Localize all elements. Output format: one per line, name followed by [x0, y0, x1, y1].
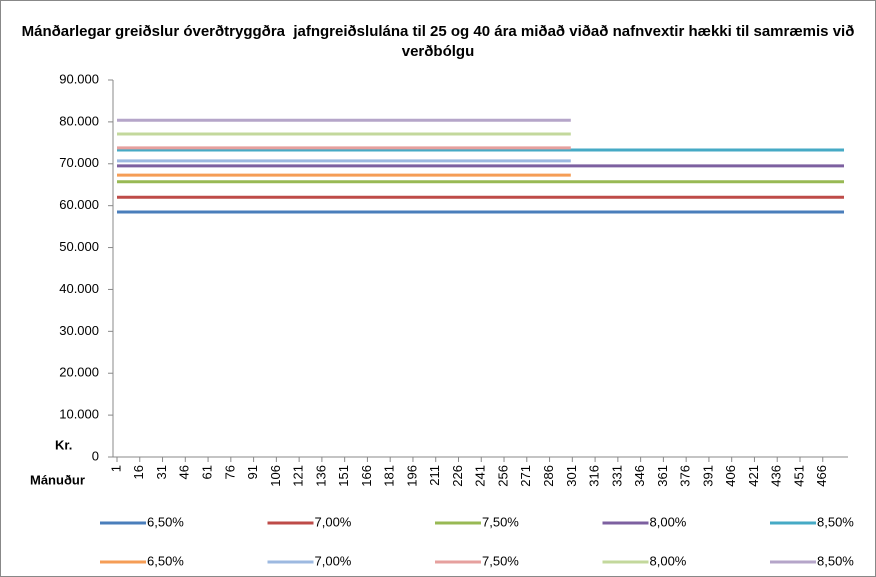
- y-tick-label: 80.000: [59, 113, 99, 128]
- x-tick-label: 436: [769, 465, 784, 487]
- x-tick-label: 286: [541, 465, 556, 487]
- y-tick-label: 20.000: [59, 365, 99, 380]
- legend-label: 8,00%: [650, 553, 687, 568]
- y-axis-label: Kr.: [55, 437, 72, 452]
- x-tick-label: 211: [427, 465, 442, 486]
- x-tick-label: 346: [632, 465, 647, 487]
- x-tick-label: 1: [108, 465, 123, 472]
- x-tick-label: 301: [564, 465, 579, 487]
- x-tick-label: 46: [177, 465, 192, 479]
- x-tick-label: 451: [791, 465, 806, 487]
- y-tick-label: 0: [92, 448, 99, 463]
- y-tick-label: 90.000: [59, 71, 99, 86]
- legend-label: 7,00%: [315, 553, 352, 568]
- x-tick-label: 331: [609, 465, 624, 487]
- x-tick-label: 121: [291, 465, 306, 487]
- y-tick-label: 60.000: [59, 197, 99, 212]
- x-tick-label: 361: [655, 465, 670, 487]
- x-tick-label: 391: [700, 465, 715, 487]
- y-tick-label: 30.000: [59, 323, 99, 338]
- x-tick-label: 466: [814, 465, 829, 487]
- x-tick-label: 271: [518, 465, 533, 487]
- y-tick-label: 70.000: [59, 155, 99, 170]
- x-tick-label: 376: [678, 465, 693, 487]
- legend-label: 8,50%: [817, 553, 854, 568]
- legend-label: 7,50%: [482, 514, 519, 529]
- x-tick-label: 226: [450, 465, 465, 487]
- x-tick-label: 196: [404, 465, 419, 487]
- y-tick-label: 10.000: [59, 407, 99, 422]
- legend-label: 7,50%: [482, 553, 519, 568]
- x-tick-label: 76: [222, 465, 237, 479]
- x-tick-label: 406: [723, 465, 738, 487]
- y-tick-label: 40.000: [59, 281, 99, 296]
- x-tick-label: 91: [245, 465, 260, 479]
- x-tick-label: 256: [495, 465, 510, 487]
- x-tick-label: 166: [359, 465, 374, 487]
- legend-label: 7,00%: [315, 514, 352, 529]
- x-tick-label: 181: [382, 465, 397, 487]
- x-tick-label: 61: [200, 465, 215, 479]
- legend-label: 6,50%: [147, 553, 184, 568]
- legend-label: 6,50%: [147, 514, 184, 529]
- x-tick-label: 241: [473, 465, 488, 487]
- x-tick-label: 106: [268, 465, 283, 487]
- legend-label: 8,00%: [650, 514, 687, 529]
- x-axis-label: Mánuður: [30, 472, 85, 487]
- legend-label: 8,50%: [817, 514, 854, 529]
- x-tick-label: 421: [746, 465, 761, 487]
- x-tick-label: 31: [154, 465, 169, 479]
- x-tick-label: 16: [131, 465, 146, 479]
- x-tick-label: 316: [587, 465, 602, 487]
- y-tick-label: 50.000: [59, 239, 99, 254]
- x-tick-label: 151: [336, 465, 351, 487]
- chart-title: Mánðarlegar greiðslur óverðtryggðra jafn…: [21, 23, 855, 60]
- x-tick-label: 136: [313, 465, 328, 487]
